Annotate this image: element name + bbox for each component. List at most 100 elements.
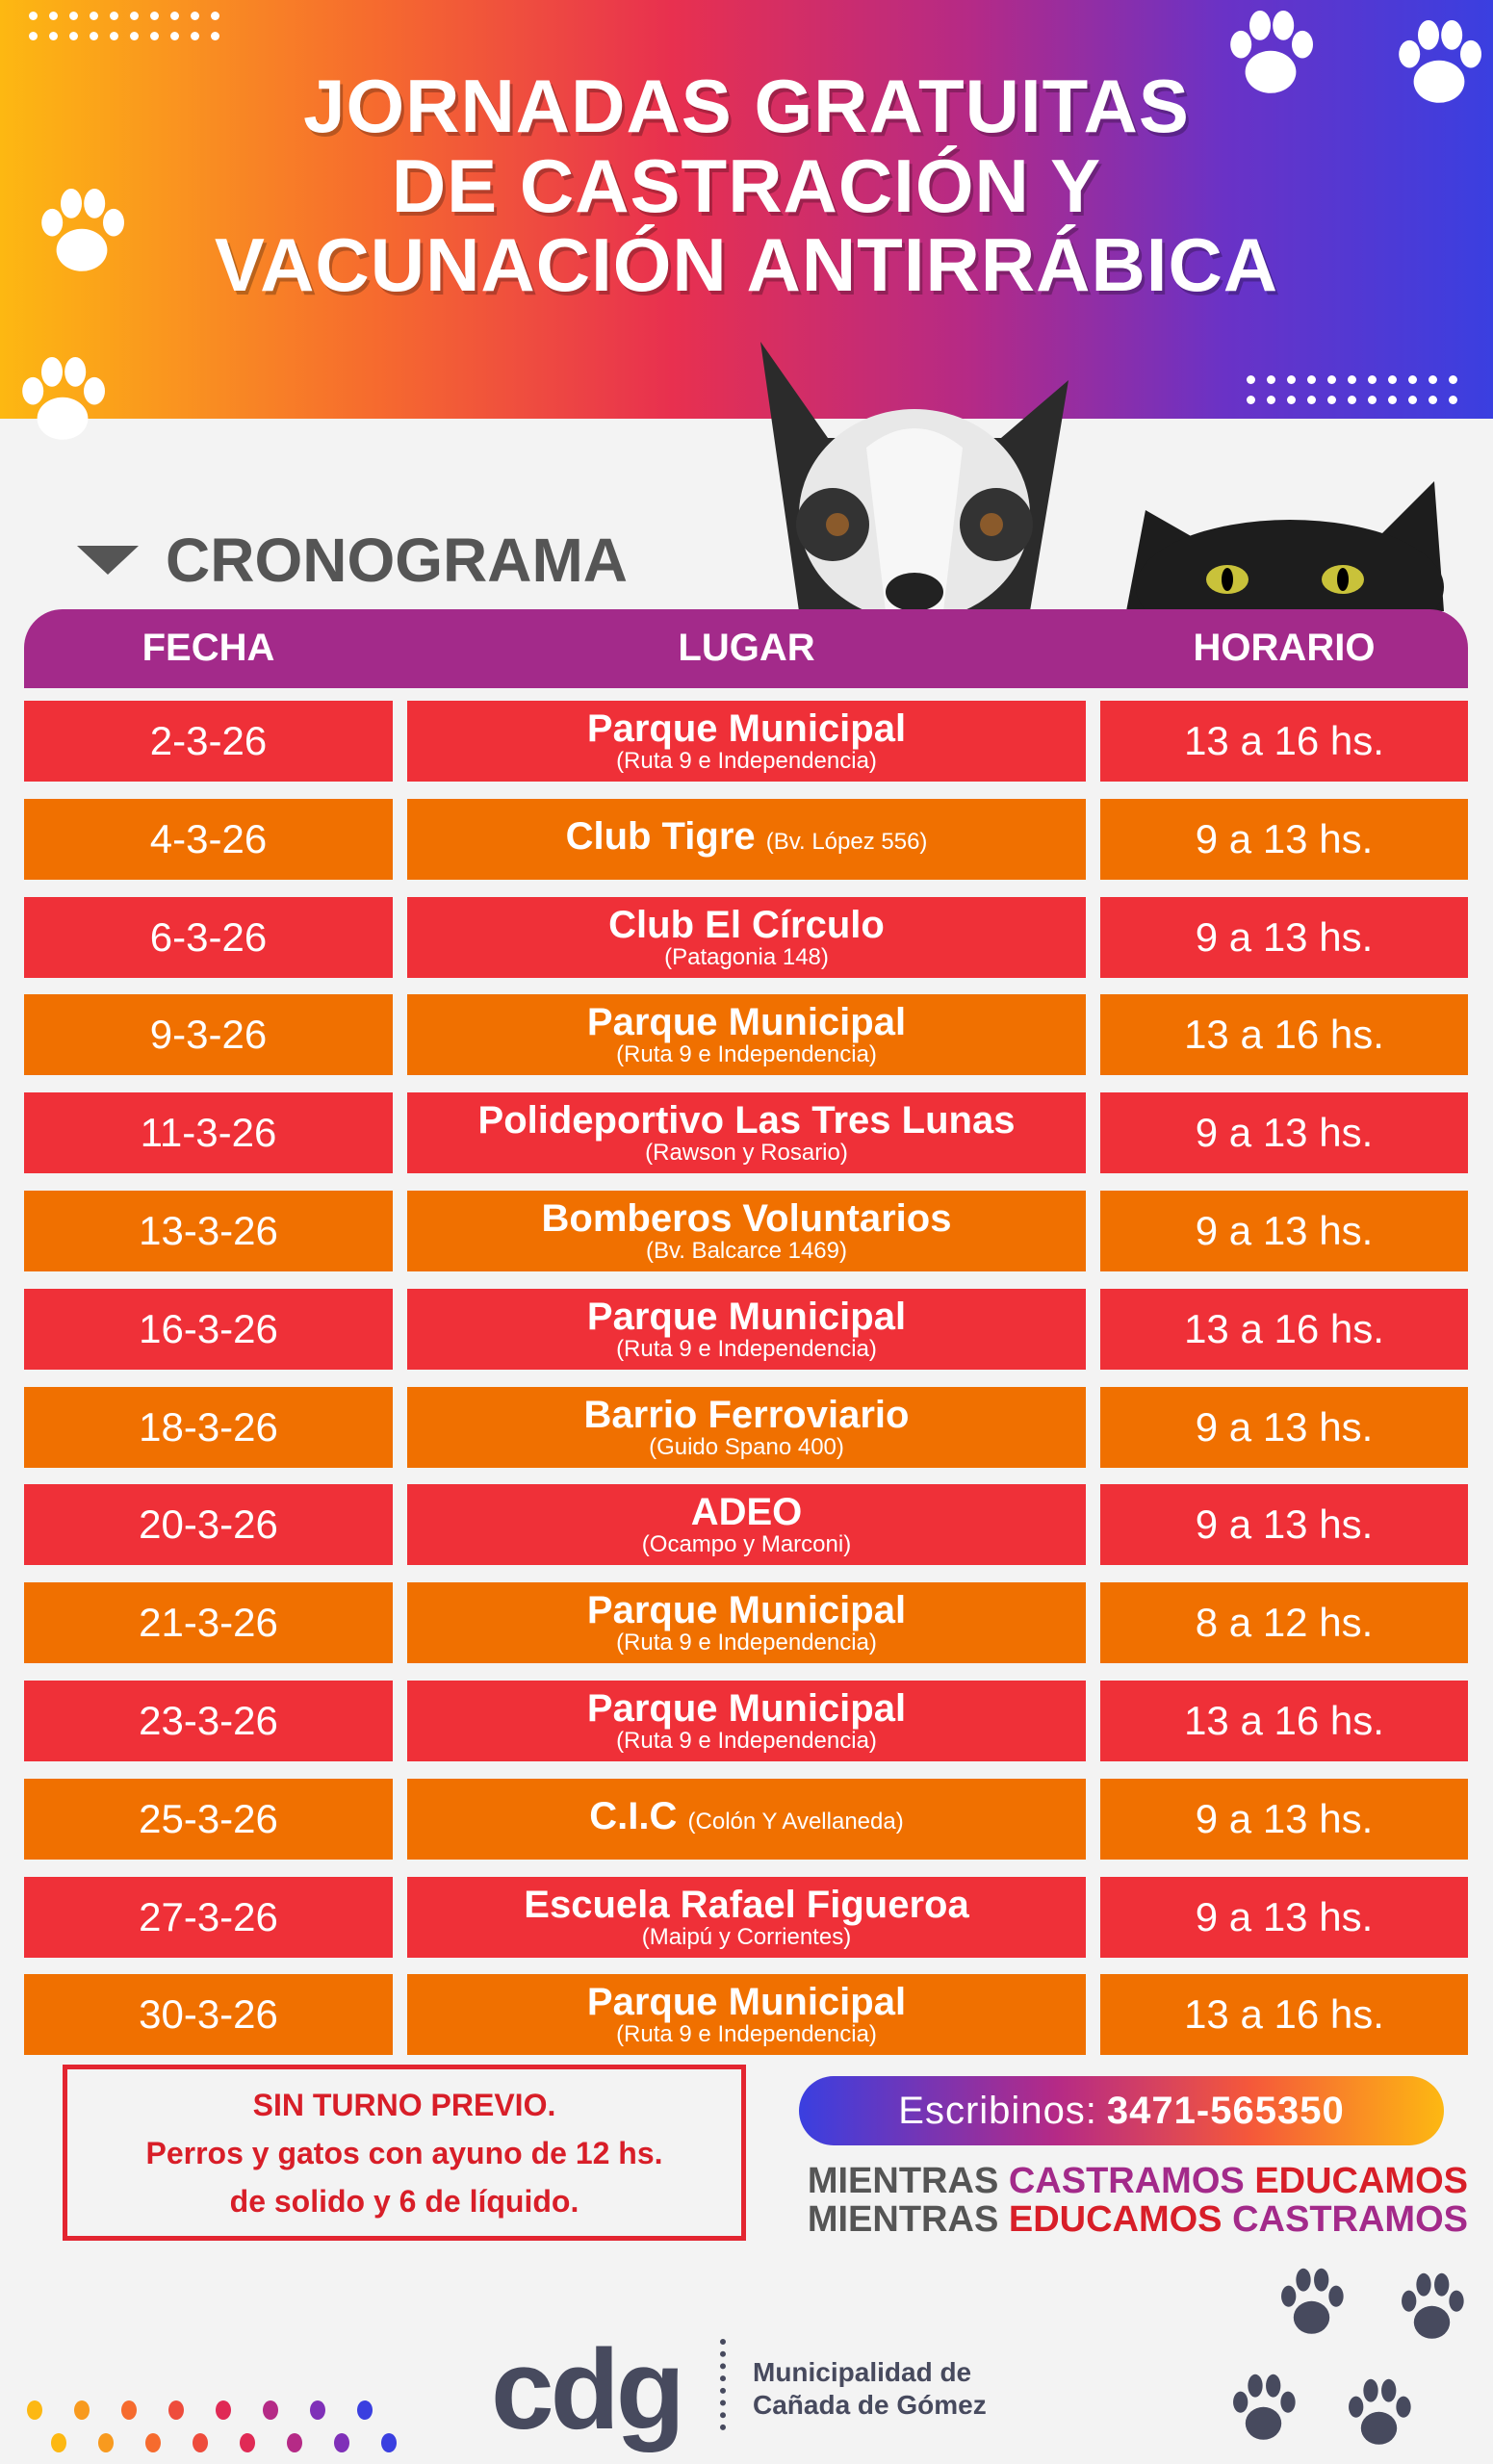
municipality-line: Municipalidad de — [753, 2357, 972, 2387]
table-row: 11-3-26 Polideportivo Las Tres Lunas (Raw… — [24, 1092, 1468, 1174]
date-cell: 18-3-26 — [24, 1386, 393, 1468]
table-row: 2-3-26 Parque Municipal (Ruta 9 e Indepen… — [24, 701, 1468, 782]
time-cell: 9 a 13 hs. — [1100, 1092, 1468, 1174]
place-address: (Ruta 9 e Independencia) — [616, 1630, 877, 1656]
table-row: 30-3-26 Parque Municipal (Ruta 9 e Indepe… — [24, 1974, 1468, 2056]
table-header: FECHA LUGAR HORARIO — [24, 609, 1468, 688]
place-address: (Ruta 9 e Independencia) — [616, 1728, 877, 1754]
time-cell: 13 a 16 hs. — [1100, 1974, 1468, 2056]
place-address: (Bv. Balcarce 1469) — [646, 1238, 847, 1264]
date-cell: 25-3-26 — [24, 1778, 393, 1860]
slogan-word: CASTRAMOS — [1008, 2161, 1245, 2201]
place-name: Parque Municipal — [586, 1981, 907, 2024]
slogan-word: EDUCAMOS — [1008, 2199, 1223, 2240]
contact-phone: 3471-565350 — [1106, 2089, 1345, 2132]
date-cell: 11-3-26 — [24, 1092, 393, 1174]
place-name: C.I.C (Colón Y Avellaneda) — [589, 1794, 904, 1837]
cat-image — [1126, 481, 1444, 611]
time-cell: 9 a 13 hs. — [1100, 896, 1468, 978]
date-cell: 27-3-26 — [24, 1876, 393, 1958]
paw-icon — [1281, 2268, 1344, 2334]
place-address: (Ruta 9 e Independencia) — [616, 748, 877, 774]
section-title: CRONOGRAMA — [77, 525, 628, 596]
slogan-line: MIENTRAS CASTRAMOS EDUCAMOS — [775, 2161, 1468, 2202]
paw-icon — [1399, 20, 1481, 103]
date-cell: 30-3-26 — [24, 1974, 393, 2056]
table-row: 25-3-26 C.I.C (Colón Y Avellaneda) 9 a 1… — [24, 1778, 1468, 1860]
title-line: JORNADAS GRATUITAS — [303, 64, 1190, 148]
decor-dots — [51, 2433, 397, 2452]
place-name: Escuela Rafael Figueroa — [524, 1883, 969, 1926]
paw-icon — [41, 189, 124, 271]
slogan-word: EDUCAMOS — [1254, 2161, 1468, 2201]
place-cell: Bomberos Voluntarios (Bv. Balcarce 1469) — [407, 1191, 1086, 1271]
date-cell: 2-3-26 — [24, 701, 393, 782]
municipality-name: Municipalidad de Cañada de Gómez — [753, 2356, 987, 2422]
place-name: Barrio Ferroviario — [583, 1393, 910, 1436]
time-cell: 9 a 13 hs. — [1100, 1191, 1468, 1271]
paw-icon — [1402, 2272, 1464, 2339]
table-row: 4-3-26 Club Tigre (Bv. López 556) 9 a 13… — [24, 798, 1468, 880]
table-row: 18-3-26 Barrio Ferroviario (Guido Spano 4… — [24, 1386, 1468, 1468]
time-cell: 13 a 16 hs. — [1100, 994, 1468, 1076]
table-row: 16-3-26 Parque Municipal (Ruta 9 e Indepe… — [24, 1288, 1468, 1370]
date-cell: 9-3-26 — [24, 994, 393, 1076]
date-cell: 13-3-26 — [24, 1191, 393, 1271]
place-cell: Parque Municipal (Ruta 9 e Independencia) — [407, 1288, 1086, 1370]
place-address: (Colón Y Avellaneda) — [687, 1808, 904, 1835]
place-cell: Escuela Rafael Figueroa (Maipú y Corrient… — [407, 1876, 1086, 1958]
column-header: FECHA — [142, 627, 275, 669]
place-name: Bomberos Voluntarios — [541, 1197, 952, 1240]
time-cell: 9 a 13 hs. — [1100, 1484, 1468, 1566]
time-cell: 13 a 16 hs. — [1100, 1288, 1468, 1370]
municipality-line: Cañada de Gómez — [753, 2390, 987, 2420]
place-cell: Club El Círculo (Patagonia 148) — [407, 896, 1086, 978]
decor-dots — [29, 12, 219, 40]
table-row: 13-3-26 Bomberos Voluntarios (Bv. Balcarc… — [24, 1191, 1468, 1271]
logo-divider — [720, 2339, 726, 2430]
place-name: Parque Municipal — [586, 1295, 907, 1338]
table-row: 9-3-26 Parque Municipal (Ruta 9 e Indepen… — [24, 994, 1468, 1076]
paw-icon — [1349, 2378, 1411, 2445]
title-line: VACUNACIÓN ANTIRRÁBICA — [214, 222, 1279, 307]
place-name: Parque Municipal — [586, 1589, 907, 1632]
place-name: Parque Municipal — [586, 1687, 907, 1730]
place-cell: Parque Municipal (Ruta 9 e Independencia) — [407, 1681, 1086, 1761]
table-row: 6-3-26 Club El Círculo (Patagonia 148) 9 … — [24, 896, 1468, 978]
date-cell: 21-3-26 — [24, 1582, 393, 1664]
table-row: 23-3-26 Parque Municipal (Ruta 9 e Indepe… — [24, 1681, 1468, 1761]
time-cell: 9 a 13 hs. — [1100, 1386, 1468, 1468]
section-title-text: CRONOGRAMA — [166, 526, 628, 595]
place-name: Parque Municipal — [586, 707, 907, 750]
place-address: (Guido Spano 400) — [649, 1433, 844, 1460]
contact-pill[interactable]: Escribinos: 3471-565350 — [799, 2076, 1444, 2145]
time-cell: 13 a 16 hs. — [1100, 701, 1468, 782]
dog-image — [760, 342, 1068, 611]
place-name: Polideportivo Las Tres Lunas — [477, 1099, 1016, 1142]
place-address: (Maipú y Corrientes) — [641, 1923, 852, 1950]
place-address: (Ruta 9 e Independencia) — [616, 1335, 877, 1362]
cdg-logo: cdg — [491, 2326, 685, 2453]
place-name: Club Tigre (Bv. López 556) — [565, 814, 928, 858]
contact-label: Escribinos: — [898, 2089, 1097, 2132]
place-address: (Rawson y Rosario) — [645, 1140, 848, 1167]
paw-icon — [22, 357, 105, 440]
slogan-word: MIENTRAS — [807, 2199, 999, 2240]
place-address: (Ruta 9 e Independencia) — [616, 1041, 877, 1068]
notice-box: SIN TURNO PREVIO. Perros y gatos con ayu… — [63, 2065, 746, 2241]
place-address: (Ocampo y Marconi) — [641, 1531, 852, 1558]
time-cell: 9 a 13 hs. — [1100, 1876, 1468, 1958]
place-name: Parque Municipal — [586, 1001, 907, 1044]
time-cell: 9 a 13 hs. — [1100, 798, 1468, 880]
time-cell: 9 a 13 hs. — [1100, 1778, 1468, 1860]
place-address: (Patagonia 148) — [664, 943, 829, 970]
place-address: (Bv. López 556) — [765, 828, 928, 855]
place-cell: Barrio Ferroviario (Guido Spano 400) — [407, 1386, 1086, 1468]
title-line: DE CASTRACIÓN Y — [391, 143, 1102, 228]
slogan-word: MIENTRAS — [807, 2161, 999, 2201]
place-cell: Parque Municipal (Ruta 9 e Independencia) — [407, 994, 1086, 1076]
date-cell: 4-3-26 — [24, 798, 393, 880]
table-row: 20-3-26 ADEO (Ocampo y Marconi) 9 a 13 hs… — [24, 1484, 1468, 1566]
table-row: 21-3-26 Parque Municipal (Ruta 9 e Indepe… — [24, 1582, 1468, 1664]
place-cell: Parque Municipal (Ruta 9 e Independencia) — [407, 701, 1086, 782]
